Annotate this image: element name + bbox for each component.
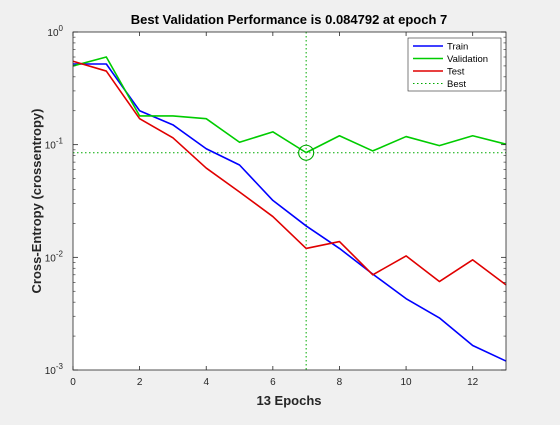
y-axis-label: Cross-Entropy (crossentropy): [29, 109, 44, 294]
x-tick-label: 8: [337, 377, 343, 388]
series-line-train: [73, 63, 507, 362]
series-line-validation: [72, 56, 507, 154]
y-tick-label: 10-2: [45, 249, 64, 264]
x-tick-label: 12: [467, 377, 479, 388]
plot-frame: [72, 31, 507, 371]
x-axis-label: 13 Epochs: [256, 393, 321, 408]
legend-label-train: Train: [447, 42, 468, 53]
legend-label-test: Test: [447, 67, 465, 78]
x-tick-label: 6: [270, 377, 276, 388]
x-tick-label: 10: [401, 377, 413, 388]
best-guides: [73, 32, 506, 370]
x-tick-label: 4: [203, 377, 209, 388]
y-tick-label: 10-3: [45, 362, 64, 377]
y-tick-label: 100: [47, 24, 63, 39]
y-ticks: 10-3 10-2 10-1 100: [45, 24, 506, 377]
best-marker-group: [298, 144, 315, 161]
legend-box: [407, 37, 502, 92]
series-line-test: [72, 60, 507, 286]
x-tick-label: 2: [137, 377, 143, 388]
legend-label-validation: Validation: [447, 54, 488, 65]
y-tick-label: 10-1: [45, 137, 64, 152]
chart-title: Best Validation Performance is 0.084792 …: [131, 12, 447, 27]
best-marker: [298, 144, 315, 161]
series-group: [72, 56, 507, 362]
x-ticks: 0 2 4 6 8 10 12: [70, 32, 479, 388]
legend-label-best: Best: [447, 79, 466, 90]
x-tick-label: 0: [70, 377, 76, 388]
